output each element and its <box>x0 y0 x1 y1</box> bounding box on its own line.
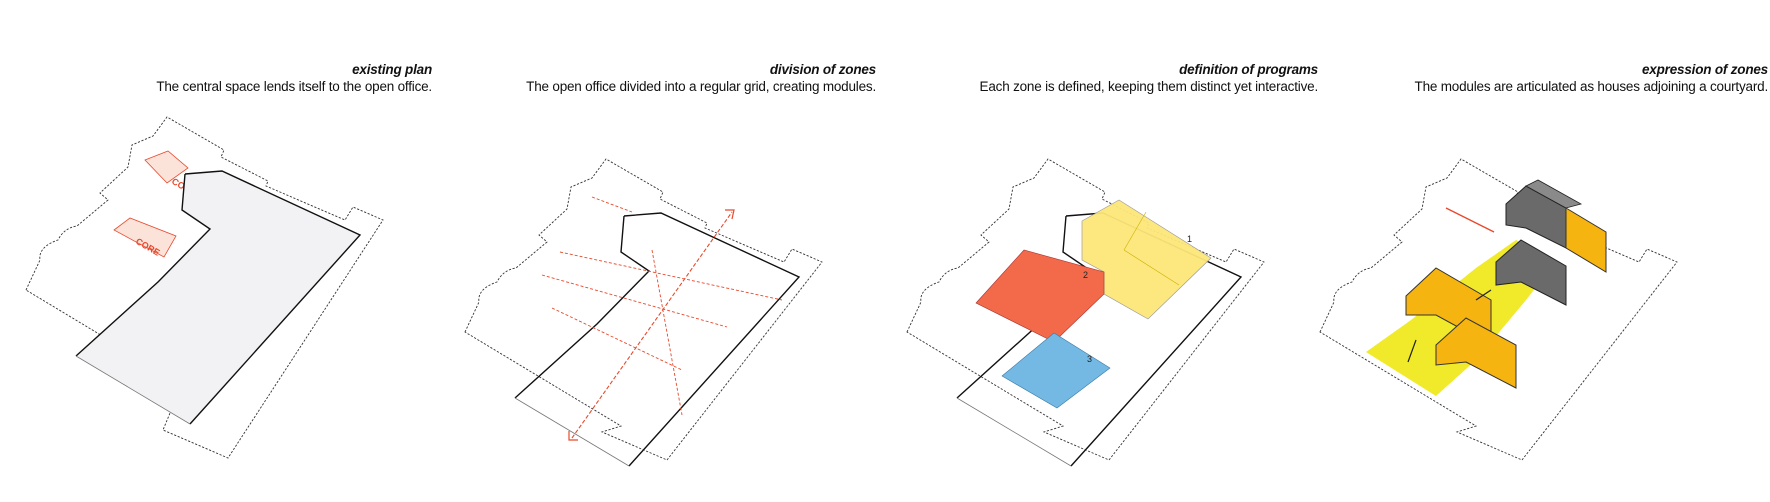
office-wall <box>184 170 362 425</box>
house-yellow-3 <box>1435 317 1517 389</box>
inner-line <box>514 397 630 467</box>
caption: definition of programs Each zone is defi… <box>979 61 1319 95</box>
grid-line <box>651 249 683 416</box>
office-wall <box>75 173 212 357</box>
panel-existing-plan: existing plan The central space lends it… <box>0 0 442 502</box>
zone-grid <box>1123 249 1180 286</box>
axis-arrow <box>571 211 733 439</box>
panel-title: division of zones <box>769 62 876 77</box>
expression-drawing <box>1319 158 1678 461</box>
zone-1-volume <box>1081 199 1212 320</box>
programs-drawing: 1 2 3 <box>906 158 1265 467</box>
panel-description: Each zone is defined, keeping them disti… <box>979 79 1319 94</box>
office-wall <box>623 212 801 467</box>
grid-line <box>591 196 633 213</box>
zone-3-label: 3 <box>1087 354 1092 364</box>
grid-line <box>541 274 728 328</box>
site-boundary <box>25 116 384 459</box>
grid-line <box>551 307 683 371</box>
house-grey-2 <box>1495 239 1567 306</box>
panel-title: expression of zones <box>1642 62 1768 77</box>
site-boundary <box>1319 158 1678 461</box>
site-boundary <box>464 158 823 461</box>
inner-line <box>956 397 1072 467</box>
zone-2-volume <box>975 249 1105 343</box>
panel-description: The open office divided into a regular g… <box>526 79 876 94</box>
panel-description: The central space lends itself to the op… <box>156 79 432 94</box>
grid-line <box>559 251 783 301</box>
arrow-head-icon <box>725 209 735 220</box>
caption: expression of zones The modules are arti… <box>1414 61 1769 95</box>
caption: division of zones The open office divide… <box>526 61 876 95</box>
zone-3-volume <box>1001 332 1111 409</box>
move-arrow <box>1407 339 1417 363</box>
panel-definition-of-programs: definition of programs Each zone is defi… <box>884 0 1326 502</box>
house-yellow-1 <box>1565 207 1607 273</box>
arrow-head-icon <box>568 431 578 441</box>
existing-plan-drawing: CORE CORE <box>25 116 384 459</box>
open-office-floor <box>76 171 360 424</box>
panel-description: The modules are articulated as houses ad… <box>1414 79 1769 94</box>
caption: existing plan The central space lends it… <box>156 61 432 95</box>
core-upper <box>144 150 189 184</box>
office-wall <box>514 215 651 399</box>
move-arrow <box>1475 289 1492 301</box>
division-drawing <box>464 158 823 467</box>
entry-arrow-icon <box>1445 207 1495 233</box>
inner-line <box>75 355 191 425</box>
house-grey-1-roof <box>1525 179 1583 209</box>
panel-expression-of-zones: expression of zones The modules are arti… <box>1319 0 1769 502</box>
panel-title: definition of programs <box>1179 62 1318 77</box>
zone-2-label: 2 <box>1083 270 1088 280</box>
panel-division-of-zones: division of zones The open office divide… <box>442 0 884 502</box>
zone-grid <box>1123 211 1147 251</box>
panel-title: existing plan <box>352 62 432 77</box>
core-lower <box>113 217 177 258</box>
zone-1-label: 1 <box>1187 234 1192 244</box>
